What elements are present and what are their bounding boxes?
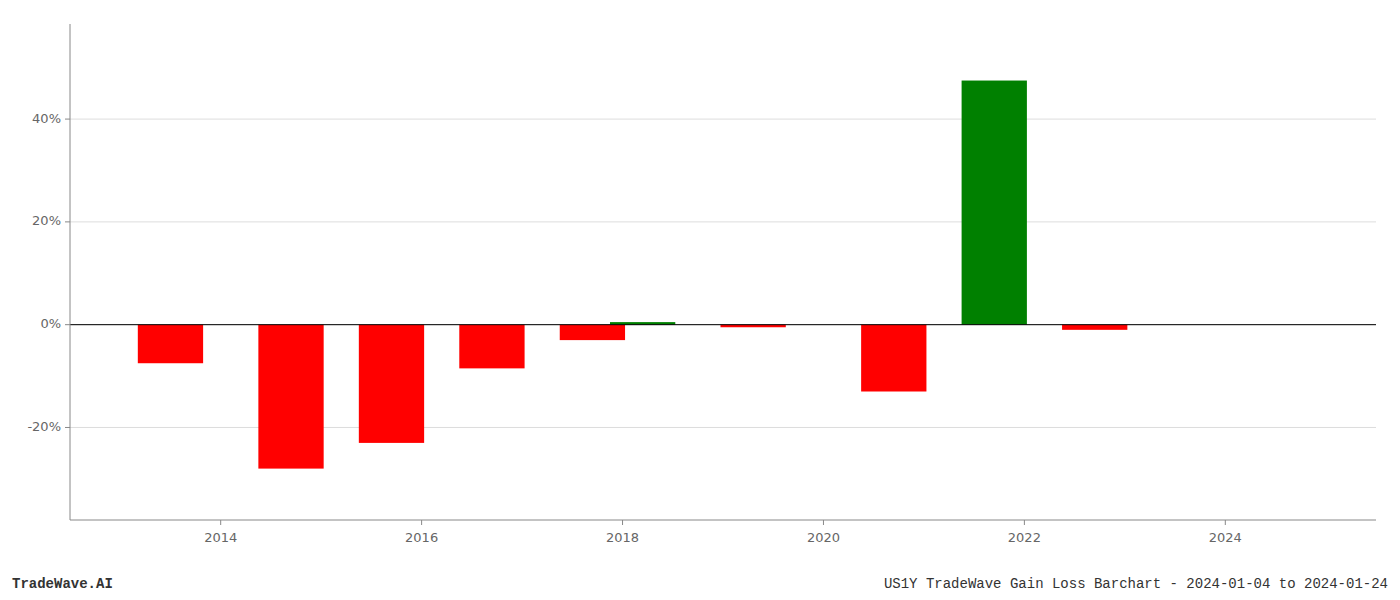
x-tick-label: 2018	[606, 530, 639, 545]
y-axis: -20% 0% 20% 40%	[27, 111, 70, 434]
zero-line	[70, 324, 1376, 325]
bar	[138, 325, 203, 364]
grid-line	[70, 221, 1376, 222]
y-tick-label: -20%	[27, 419, 61, 434]
x-tick-label: 2024	[1209, 530, 1242, 545]
x-tick-label: 2022	[1008, 530, 1041, 545]
y-axis-line	[70, 24, 71, 520]
x-tick-label: 2014	[204, 530, 237, 545]
x-tick	[622, 520, 623, 525]
y-tick-label: 20%	[32, 213, 61, 228]
bar	[258, 325, 323, 469]
bar	[861, 325, 926, 392]
y-tick	[65, 324, 70, 325]
y-tick	[65, 427, 70, 428]
chart: -20% 0% 20% 40% 2014 2016 2018 2020 2022 2024 Trad…	[0, 0, 1400, 600]
footer-right: US1Y TradeWave Gain Loss Barchart - 2024…	[884, 576, 1388, 592]
bar	[1062, 325, 1127, 330]
x-tick	[823, 520, 824, 525]
grid-line	[70, 119, 1376, 120]
x-axis-line	[70, 520, 1376, 521]
x-tick	[1225, 520, 1226, 525]
footer-left: TradeWave.AI	[12, 576, 113, 592]
bar	[560, 325, 625, 340]
x-axis: 2014 2016 2018 2020 2022 2024	[204, 520, 1242, 545]
y-tick	[65, 221, 70, 222]
grid-line	[70, 324, 1376, 325]
bar	[359, 325, 424, 443]
y-tick-label: 40%	[32, 111, 61, 126]
chart-container: -20% 0% 20% 40% 2014 2016 2018 2020 2022 2024 Trad…	[0, 0, 1400, 600]
y-tick	[65, 119, 70, 120]
x-tick-label: 2020	[807, 530, 840, 545]
bar	[962, 81, 1027, 325]
x-tick	[1024, 520, 1025, 525]
x-tick-label: 2016	[405, 530, 438, 545]
x-tick	[421, 520, 422, 525]
bar	[459, 325, 524, 369]
x-tick	[220, 520, 221, 525]
y-tick-label: 0%	[40, 316, 61, 331]
bars	[138, 81, 1128, 469]
